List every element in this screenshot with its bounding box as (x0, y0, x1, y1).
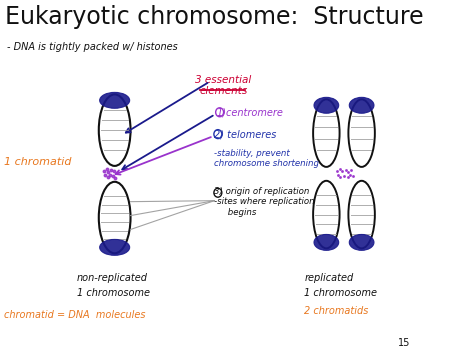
Text: -stability, prevent
chromosome shortening: -stability, prevent chromosome shortenin… (214, 149, 319, 168)
Ellipse shape (348, 99, 375, 167)
Text: Eukaryotic chromosome:  Structure: Eukaryotic chromosome: Structure (5, 5, 424, 29)
Text: 1 chromosome: 1 chromosome (304, 288, 377, 298)
Text: 1 chromatid: 1 chromatid (4, 157, 72, 167)
Ellipse shape (314, 97, 339, 113)
Ellipse shape (349, 97, 374, 113)
Ellipse shape (100, 92, 130, 108)
Text: chromatid = DNA  molecules: chromatid = DNA molecules (4, 310, 146, 320)
Ellipse shape (348, 181, 375, 248)
Text: 15: 15 (398, 338, 410, 348)
Ellipse shape (313, 99, 339, 167)
Ellipse shape (99, 94, 130, 166)
Ellipse shape (99, 182, 130, 253)
Ellipse shape (349, 234, 374, 250)
Text: 3) origin of replication
-sites where replication
     begins: 3) origin of replication -sites where re… (214, 187, 315, 217)
Text: - DNA is tightly packed w/ histones: - DNA is tightly packed w/ histones (7, 42, 178, 52)
Text: 2 chromatids: 2 chromatids (304, 306, 369, 316)
Text: 3 essential
elements: 3 essential elements (195, 75, 251, 96)
Ellipse shape (100, 239, 130, 255)
Text: 2) telomeres: 2) telomeres (214, 129, 277, 139)
Ellipse shape (313, 181, 339, 248)
Text: non-replicated: non-replicated (77, 273, 148, 283)
Ellipse shape (314, 234, 339, 250)
Text: 1)centromere: 1)centromere (216, 107, 283, 117)
Text: 1 chromosome: 1 chromosome (77, 288, 150, 298)
Text: replicated: replicated (304, 273, 354, 283)
